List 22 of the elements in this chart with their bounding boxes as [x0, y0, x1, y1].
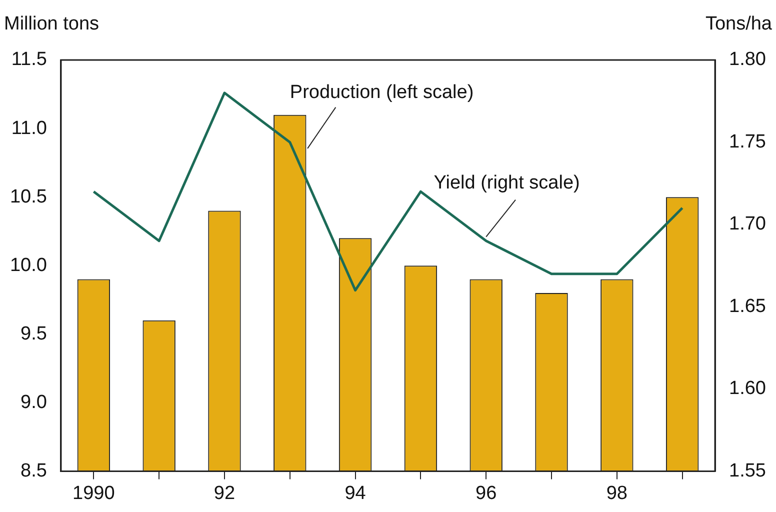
y2-tick-label: 1.55 — [729, 460, 766, 482]
x-tick-label: 98 — [606, 482, 628, 504]
series-label: Production (left scale) — [290, 82, 474, 104]
x-tick-label: 1990 — [72, 482, 115, 504]
x-tick-label: 92 — [214, 482, 236, 504]
y-tick-label: 10.0 — [10, 254, 47, 276]
y2-tick-label: 1.60 — [729, 378, 766, 400]
y-axis-title: Million tons — [4, 14, 100, 35]
y-tick-label: 11.5 — [11, 49, 47, 70]
y-tick-label: 10.5 — [10, 186, 47, 208]
y-tick-label: 9.0 — [20, 392, 47, 413]
series-label: Yield (right scale) — [434, 172, 580, 194]
x-tick-label: 96 — [476, 482, 497, 504]
y2-tick-label: 1.65 — [729, 296, 766, 317]
y2-axis-title: Tons/ha — [705, 14, 772, 35]
y-tick-label: 8.5 — [20, 460, 47, 482]
y2-tick-label: 1.70 — [729, 214, 766, 235]
y-tick-label: 9.5 — [20, 323, 47, 344]
y2-tick-label: 1.80 — [729, 49, 766, 70]
y-tick-label: 11.0 — [11, 118, 47, 139]
x-tick-label: 94 — [344, 482, 366, 504]
y2-tick-label: 1.75 — [729, 131, 766, 152]
